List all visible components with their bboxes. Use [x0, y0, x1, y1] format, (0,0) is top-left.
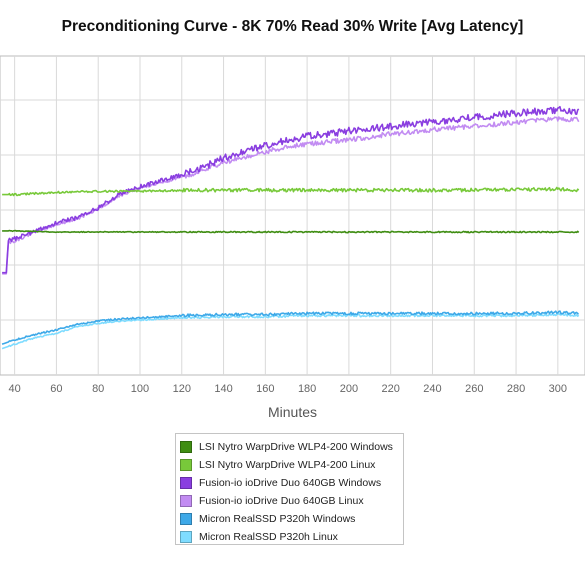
x-tick-label: 160: [256, 383, 274, 395]
x-tick-label: 40: [9, 383, 21, 395]
series-layer: [1, 105, 580, 350]
x-tick-label: 280: [507, 383, 525, 395]
x-tick-label: 100: [131, 383, 149, 395]
x-tick-label: 120: [173, 383, 191, 395]
legend-label: LSI Nytro WarpDrive WLP4-200 Linux: [199, 459, 376, 471]
chart-plot: 40 60 80 100 120 140 160 180 200 220 240 260 280 300 …: [0, 55, 585, 420]
x-tick-label: 220: [382, 383, 400, 395]
grid-layer: [0, 55, 585, 376]
legend-item: Micron RealSSD P320h Linux: [176, 528, 403, 546]
series-line-1: [2, 229, 580, 234]
legend-item: Micron RealSSD P320h Windows: [176, 510, 403, 528]
x-tick-labels: 40 60 80 100 120 140 160 180 200 220 240 260 280 300: [9, 383, 568, 395]
legend-swatch: [180, 513, 192, 525]
legend-swatch: [180, 531, 192, 543]
chart-title: Preconditioning Curve - 8K 70% Read 30% …: [61, 18, 524, 35]
plot-area: [0, 55, 585, 376]
legend-label: Micron RealSSD P320h Linux: [199, 531, 338, 543]
x-tick-label: 60: [50, 383, 62, 395]
series-line-3: [2, 105, 580, 274]
legend-swatch: [180, 495, 192, 507]
x-tick-label: 300: [549, 383, 567, 395]
x-tick-label: 200: [340, 383, 358, 395]
legend-label: LSI Nytro WarpDrive WLP4-200 Windows: [199, 441, 393, 453]
x-axis-title: Minutes: [268, 404, 317, 420]
x-tick-label: 180: [298, 383, 316, 395]
x-tick-label: 240: [423, 383, 441, 395]
legend-label: Micron RealSSD P320h Windows: [199, 513, 356, 525]
legend-swatch: [180, 477, 192, 489]
legend-item: LSI Nytro WarpDrive WLP4-200 Windows: [176, 438, 403, 456]
series-line-2: [2, 186, 580, 197]
legend-swatch: [180, 459, 192, 471]
chart-legend: LSI Nytro WarpDrive WLP4-200 Windows LSI …: [175, 433, 404, 545]
x-tick-label: 140: [214, 383, 232, 395]
legend-swatch: [180, 441, 192, 453]
series-line-5: [1, 310, 579, 345]
legend-item: Fusion-io ioDrive Duo 640GB Linux: [176, 492, 403, 510]
legend-item: Fusion-io ioDrive Duo 640GB Windows: [176, 474, 403, 492]
legend-label: Fusion-io ioDrive Duo 640GB Linux: [199, 495, 364, 507]
x-tick-label: 260: [465, 383, 483, 395]
legend-item: LSI Nytro WarpDrive WLP4-200 Linux: [176, 456, 403, 474]
series-line-6: [1, 312, 580, 350]
legend-label: Fusion-io ioDrive Duo 640GB Windows: [199, 477, 382, 489]
x-tick-label: 80: [92, 383, 104, 395]
